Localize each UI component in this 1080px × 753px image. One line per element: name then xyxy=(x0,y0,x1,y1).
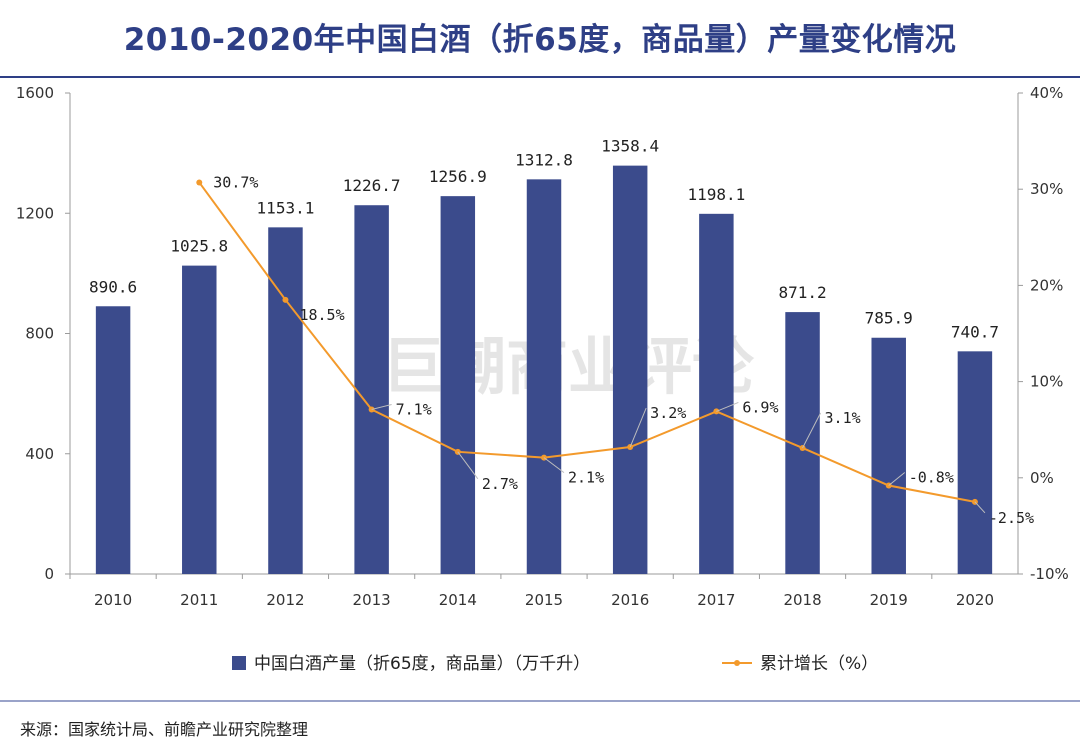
bar xyxy=(354,205,389,574)
right-tick-label: 0% xyxy=(1030,469,1054,487)
bar xyxy=(612,165,648,575)
leader-line xyxy=(974,501,986,514)
legend-line-marker xyxy=(734,660,740,666)
bar-data-label: 871.2 xyxy=(778,283,826,302)
bar-data-label: 1226.7 xyxy=(343,176,401,195)
leader-line xyxy=(802,412,821,449)
bar-data-label: 1358.4 xyxy=(601,137,659,156)
x-tick-label: 2011 xyxy=(180,591,218,609)
right-tick-label: 30% xyxy=(1030,180,1063,198)
growth-data-label: 2.7% xyxy=(482,475,518,493)
bar xyxy=(526,179,562,575)
x-tick-label: 2013 xyxy=(353,591,391,609)
x-tick-label: 2014 xyxy=(439,591,477,609)
bar xyxy=(268,227,303,575)
bar xyxy=(440,196,476,574)
leader-line xyxy=(371,404,392,410)
growth-data-label: -2.5% xyxy=(989,509,1034,527)
source-note: 来源：国家统计局、前瞻产业研究院整理 xyxy=(20,720,309,739)
legend-bar-label: 中国白酒产量（折65度，商品量）（万千升） xyxy=(254,654,590,674)
leader-line xyxy=(629,407,647,448)
x-tick-label: 2010 xyxy=(94,591,132,609)
left-tick-label: 1200 xyxy=(16,204,54,222)
bar-data-label: 1256.9 xyxy=(429,167,487,186)
bar-data-label: 1153.1 xyxy=(257,198,315,217)
legend-line-label: 累计增长（%） xyxy=(760,654,878,674)
leader-line xyxy=(888,472,906,486)
x-tick-label: 2020 xyxy=(956,591,994,609)
left-tick-label: 0 xyxy=(44,565,54,583)
legend-bar-swatch xyxy=(232,656,246,670)
bar-data-label: 1312.8 xyxy=(515,150,573,169)
right-tick-label: 40% xyxy=(1030,84,1063,102)
leader-line xyxy=(457,451,479,480)
chart: 0 400 800 1200 1600 -10% 0% 10% 20% 30% 40% 巨潮商业评论 8… xyxy=(16,84,1069,674)
footer-divider xyxy=(0,700,1080,702)
growth-line xyxy=(198,181,976,503)
growth-data-label: 7.1% xyxy=(396,400,432,418)
bar xyxy=(871,337,906,574)
growth-data-label: 18.5% xyxy=(299,306,344,324)
right-tick-label: -10% xyxy=(1030,565,1069,583)
watermark: 巨潮商业评论 xyxy=(382,330,755,403)
bar-data-label: 1025.8 xyxy=(170,237,228,256)
x-tick-label: 2019 xyxy=(870,591,908,609)
bar xyxy=(95,306,131,574)
right-tick-label: 10% xyxy=(1030,373,1063,391)
growth-data-label: 30.7% xyxy=(213,173,258,191)
bar-data-label: 890.6 xyxy=(89,277,137,296)
bar xyxy=(182,265,217,574)
bar xyxy=(957,351,993,574)
growth-data-label: -0.8% xyxy=(909,468,954,486)
bar-data-label: 740.7 xyxy=(951,322,999,341)
x-tick-label: 2018 xyxy=(783,591,821,609)
x-tick-label: 2012 xyxy=(266,591,304,609)
chart-title: 2010-2020年中国白酒（折65度，商品量）产量变化情况 xyxy=(123,22,957,58)
growth-data-label: 3.1% xyxy=(825,409,861,427)
x-tick-label: 2015 xyxy=(525,591,563,609)
bar-data-label: 785.9 xyxy=(865,309,913,328)
x-tick-label: 2016 xyxy=(611,591,649,609)
growth-point xyxy=(196,179,203,186)
leader-line xyxy=(716,401,739,412)
left-tick-label: 800 xyxy=(25,325,54,343)
title-divider xyxy=(0,76,1080,78)
x-tick-label: 2017 xyxy=(697,591,735,609)
growth-data-label: 6.9% xyxy=(742,398,778,416)
left-tick-label: 400 xyxy=(25,445,54,463)
growth-point xyxy=(282,296,289,303)
leader-line xyxy=(543,457,565,473)
bar xyxy=(699,213,734,575)
right-tick-label: 20% xyxy=(1030,276,1063,294)
growth-data-label: 2.1% xyxy=(568,469,604,487)
bar-data-label: 1198.1 xyxy=(687,185,745,204)
growth-data-label: 3.2% xyxy=(650,404,686,422)
left-tick-label: 1600 xyxy=(16,84,54,102)
